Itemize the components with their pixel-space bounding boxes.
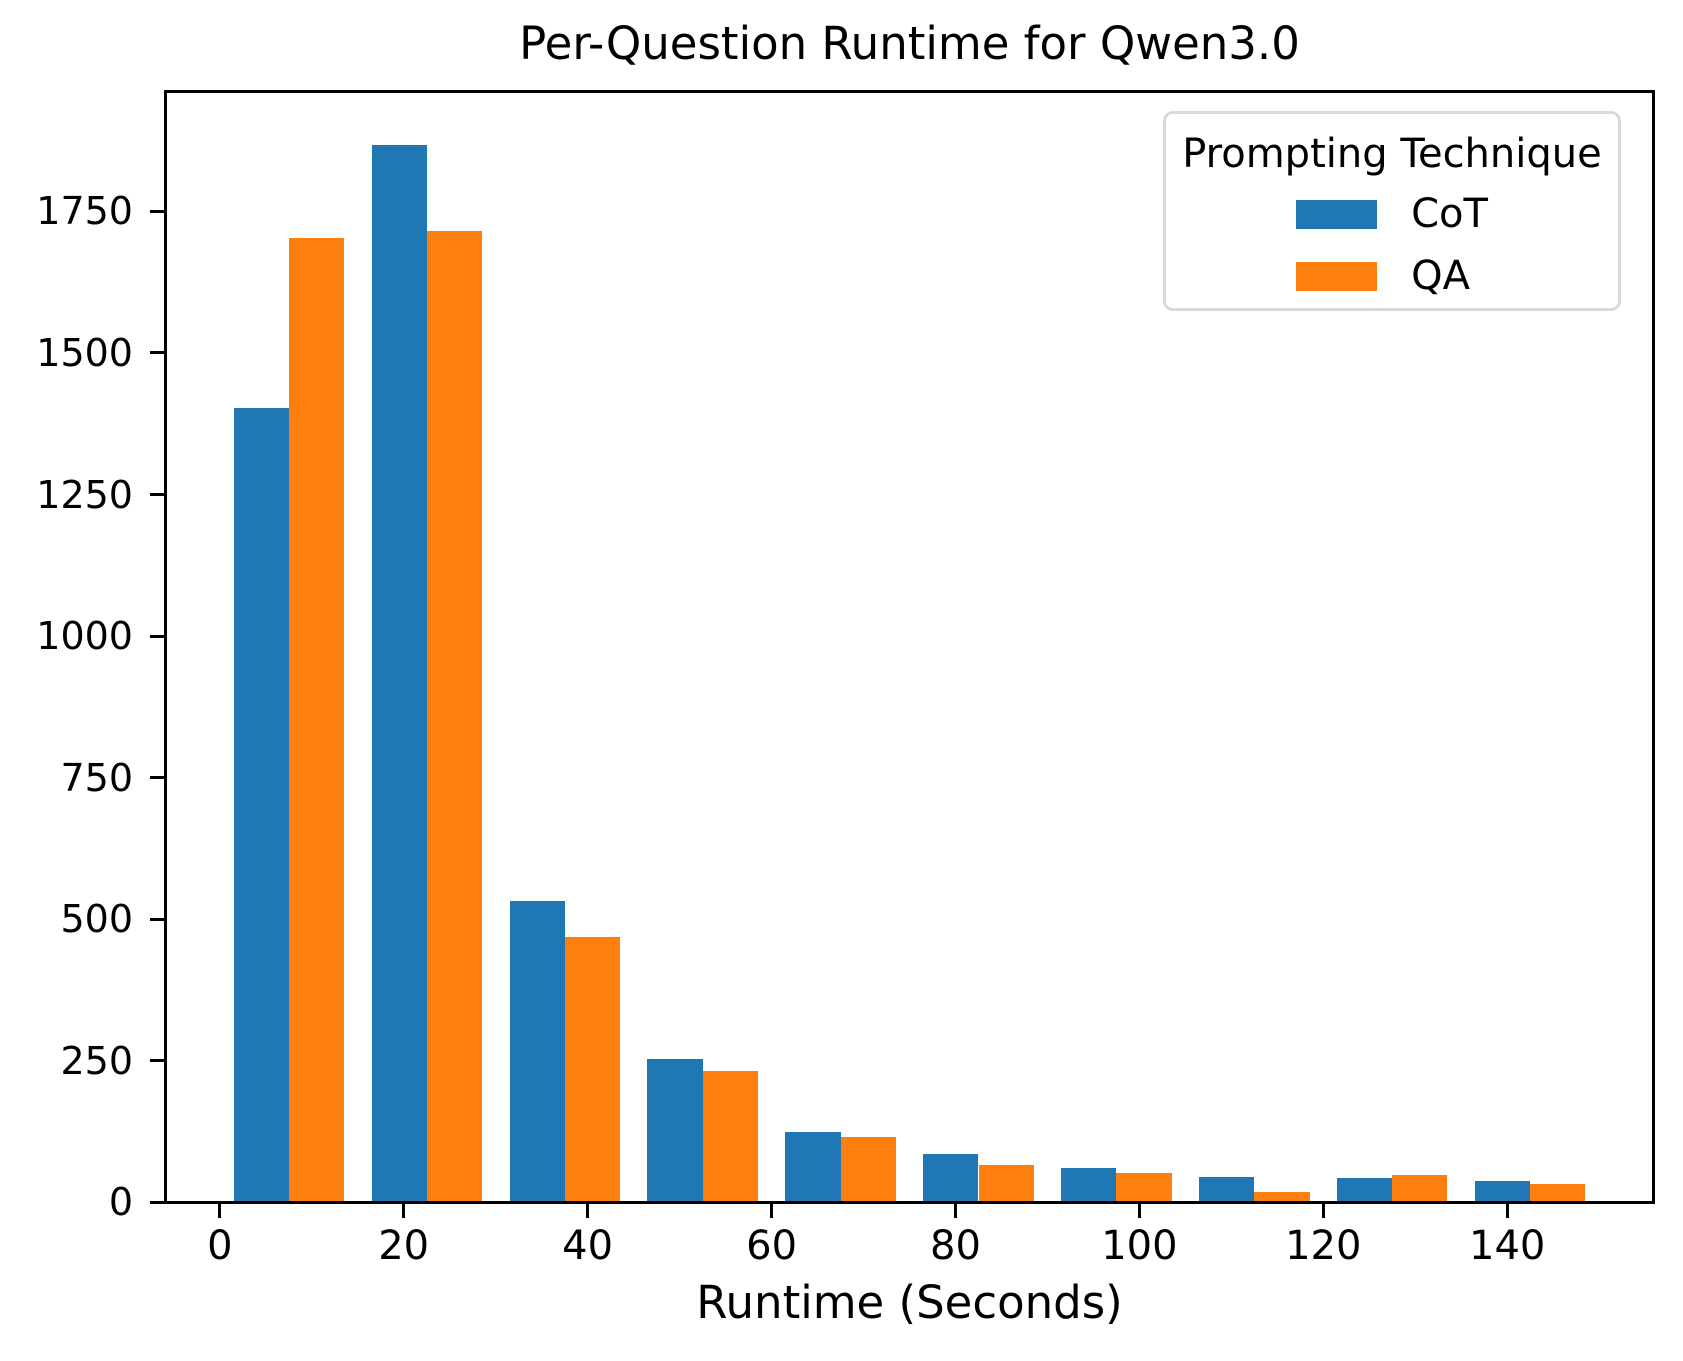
x-tick-mark <box>218 1202 222 1218</box>
legend-label-cot: CoT <box>1411 191 1488 237</box>
x-tick-label: 0 <box>207 1223 233 1269</box>
bar-cot-0-15 <box>233 407 289 1202</box>
y-tick-mark <box>150 1059 166 1062</box>
y-tick-mark <box>150 776 166 779</box>
bar-qa-15-30 <box>426 231 482 1202</box>
bar-qa-75-90 <box>978 1164 1034 1202</box>
cot-color-swatch <box>1296 199 1378 229</box>
bar-qa-90-105 <box>1116 1173 1172 1202</box>
bar-cot-120-135 <box>1337 1178 1393 1202</box>
x-tick-label: 20 <box>378 1223 430 1269</box>
x-tick-mark <box>402 1202 406 1218</box>
legend: Prompting Technique CoT QA <box>1163 111 1621 311</box>
x-tick-label: 40 <box>562 1223 614 1269</box>
bar-cot-45-60 <box>647 1058 703 1202</box>
bar-qa-105-120 <box>1254 1191 1310 1202</box>
bar-cot-60-75 <box>785 1131 841 1202</box>
x-tick-mark <box>1321 1202 1325 1218</box>
plot-area: 0 250 500 750 1000 1250 1500 1750 0 20 40 60 80 100 12… <box>36 90 1655 1268</box>
legend-entries: CoT QA <box>1296 188 1488 302</box>
y-tick-mark <box>150 493 166 496</box>
bar-cot-30-45 <box>509 900 565 1202</box>
y-tick-mark <box>150 634 166 638</box>
bar-cot-135-150 <box>1475 1181 1531 1202</box>
bar-qa-135-150 <box>1530 1183 1586 1202</box>
y-tick-label: 500 <box>60 897 133 941</box>
x-tick-label: 120 <box>1285 1223 1362 1269</box>
y-tick-label: 1750 <box>36 189 133 234</box>
x-tick-label: 140 <box>1469 1223 1546 1269</box>
y-tick-mark <box>150 917 166 921</box>
x-tick-label: 60 <box>746 1223 798 1269</box>
y-tick-label: 1250 <box>36 472 133 517</box>
bar-cot-105-120 <box>1199 1177 1255 1202</box>
y-tick-mark <box>150 1200 166 1204</box>
bar-qa-120-135 <box>1392 1174 1448 1202</box>
bar-qa-0-15 <box>288 238 344 1202</box>
x-axis-label: Runtime (Seconds) <box>696 1276 1123 1329</box>
legend-row-qa: QA <box>1296 250 1488 302</box>
bar-qa-60-75 <box>840 1136 896 1202</box>
y-tick-label: 250 <box>60 1038 133 1083</box>
qa-color-swatch <box>1296 261 1378 291</box>
bar-cot-75-90 <box>923 1153 979 1202</box>
y-tick-label: 1500 <box>36 330 133 375</box>
chart-title: Per-Question Runtime for Qwen3.0 <box>519 17 1300 70</box>
bar-qa-30-45 <box>564 937 620 1202</box>
x-tick-mark <box>586 1202 590 1218</box>
y-tick-label: 750 <box>60 755 133 800</box>
x-tick-label: 100 <box>1101 1223 1178 1269</box>
y-tick-label: 1000 <box>36 614 133 658</box>
legend-row-cot: CoT <box>1296 188 1488 240</box>
legend-title: Prompting Technique <box>1182 131 1602 177</box>
bar-cot-15-30 <box>371 144 427 1202</box>
bar-cot-90-105 <box>1061 1168 1117 1202</box>
y-tick-mark <box>150 351 166 355</box>
x-tick-mark <box>770 1202 774 1218</box>
y-tick-label: 0 <box>108 1180 133 1224</box>
x-tick-label: 80 <box>930 1223 981 1269</box>
bar-qa-45-60 <box>702 1070 758 1202</box>
legend-label-qa: QA <box>1411 253 1470 299</box>
y-tick-mark <box>150 209 166 213</box>
x-tick-mark <box>954 1202 957 1218</box>
x-tick-mark <box>1137 1202 1141 1218</box>
x-tick-mark <box>1505 1202 1509 1218</box>
